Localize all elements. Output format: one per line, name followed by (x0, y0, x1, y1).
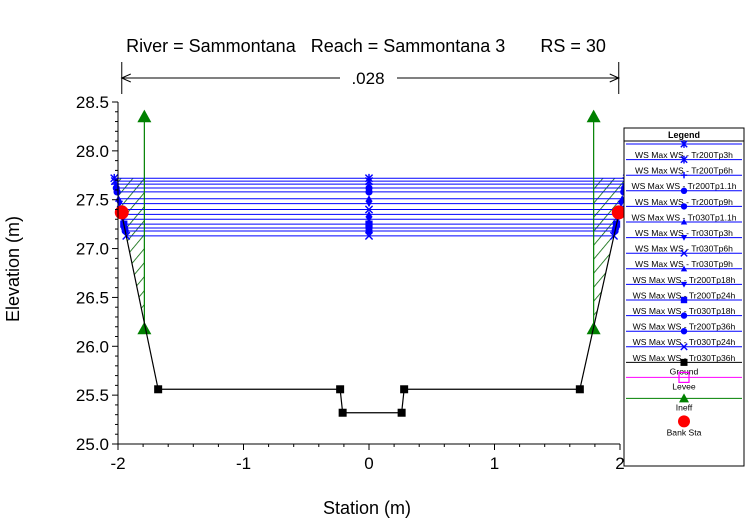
ws-marker-5-0 (113, 188, 121, 196)
legend-marker-2 (680, 155, 688, 164)
y-tick-label: 28.5 (76, 93, 109, 112)
legend-marker-1 (680, 140, 688, 148)
legend-marker-levee (678, 371, 690, 383)
legend-marker-12 (680, 312, 688, 319)
legend-marker-14 (680, 343, 688, 351)
ground-point-6 (575, 385, 584, 394)
y-tick-label: 28.0 (76, 142, 109, 161)
ground-point-4 (397, 408, 406, 417)
legend-label-1: WS Max WS - Tr200Tp3h (635, 150, 733, 160)
y-tick-label: 25.0 (76, 435, 109, 454)
y-tick-label: 26.0 (76, 337, 109, 356)
legend-label-8: WS Max WS - Tr030Tp9h (635, 259, 733, 269)
manning-arrowhead-right (609, 73, 620, 83)
legend-label-ground: Ground (670, 366, 699, 376)
manning-n-indicator: .028 (120, 62, 620, 94)
ineff-marker-top-left (137, 109, 152, 123)
legend-marker-13 (680, 328, 688, 335)
x-tick-label: -1 (236, 454, 251, 473)
ground-point-2 (336, 385, 345, 394)
ws-marker-9-1 (365, 210, 373, 218)
bank-sta-marker-2 (611, 205, 626, 220)
ws-marker-14-1 (364, 231, 374, 240)
ws-marker-13-1 (365, 227, 373, 235)
legend-label-5: WS Max WS - Tr030Tp1.1h (631, 212, 736, 222)
legend-label-6: WS Max WS - Tr030Tp3h (635, 228, 733, 238)
axes: 25.0 25.5 26.0 26.5 27.0 27.5 28.0 28.5 -2 -1 0 1 2 (76, 93, 625, 473)
x-tick-label: 1 (490, 454, 499, 473)
legend-marker-bank-sta (678, 415, 690, 428)
y-tick-label: 26.5 (76, 288, 109, 307)
legend-marker-ineff (679, 393, 689, 403)
legend-label-14: WS Max WS - Tr030Tp36h (633, 353, 736, 363)
manning-arrowhead-left (120, 73, 131, 83)
legend-marker-8 (680, 249, 688, 257)
legend-marker-4 (680, 187, 688, 194)
legend-label-levee: Levee (672, 381, 696, 391)
ground-point-5 (400, 385, 409, 394)
ground-line (121, 214, 620, 414)
legend-marker-7 (680, 235, 688, 241)
ws-marker-5-1 (365, 188, 373, 196)
legend-marker-10 (680, 281, 688, 288)
y-tick-label: 27.5 (76, 191, 109, 210)
ineff-marker-top-right (586, 109, 601, 123)
plot-area (110, 109, 631, 417)
legend-title: Legend (668, 130, 700, 140)
ws-marker-7-2 (617, 200, 625, 208)
y-tick-label: 25.5 (76, 386, 109, 405)
chart-title: River = Sammontana Reach = Sammontana 3 … (126, 36, 606, 56)
y-axis-label-group: Elevation (m) (3, 216, 23, 322)
legend-label-13: WS Max WS - Tr030Tp24h (633, 337, 736, 347)
x-tick-label: 2 (615, 454, 624, 473)
ground-point-3 (338, 408, 347, 417)
legend-label-10: WS Max WS - Tr200Tp24h (633, 290, 736, 300)
legend-label-ineff: Ineff (676, 402, 693, 412)
ws-marker-10-1 (365, 216, 373, 223)
ws-marker-6-1 (365, 195, 373, 202)
legend-marker-5 (680, 203, 688, 210)
legend-label-9: WS Max WS - Tr200Tp18h (633, 275, 736, 285)
x-tick-label: 0 (364, 454, 373, 473)
ground-point-1 (154, 385, 163, 394)
y-tick-label: 27.0 (76, 240, 109, 259)
ws-marker-8-1 (364, 205, 374, 214)
legend-label-4: WS Max WS - Tr200Tp9h (635, 197, 733, 207)
manning-n-value: .028 (351, 69, 384, 88)
legend-label-3: WS Max WS - Tr200Tp1.1h (631, 181, 736, 191)
legend: Legend WS Max WS - Tr200Tp3h WS Max WS - … (623, 127, 745, 467)
legend-marker-ground (680, 358, 688, 366)
legend-label-bank-sta: Bank Sta (667, 427, 702, 437)
ws-marker-7-1 (365, 200, 373, 208)
y-axis-label: Elevation (m) (3, 216, 23, 322)
legend-marker-11 (680, 296, 688, 304)
legend-marker-3 (680, 172, 688, 179)
x-tick-label: -2 (110, 454, 125, 473)
ws-marker-11-1 (365, 220, 373, 228)
legend-label-2: WS Max WS - Tr200Tp6h (635, 166, 733, 176)
legend-marker-9 (680, 265, 688, 272)
bank-sta-marker-1 (114, 205, 129, 220)
legend-label-12: WS Max WS - Tr200Tp36h (633, 322, 736, 332)
legend-label-11: WS Max WS - Tr030Tp18h (633, 306, 736, 316)
x-axis-label: Station (m) (323, 498, 411, 518)
legend-label-7: WS Max WS - Tr030Tp6h (635, 244, 733, 254)
legend-marker-6 (680, 218, 688, 225)
ineff-marker-bottom-left (137, 321, 152, 335)
